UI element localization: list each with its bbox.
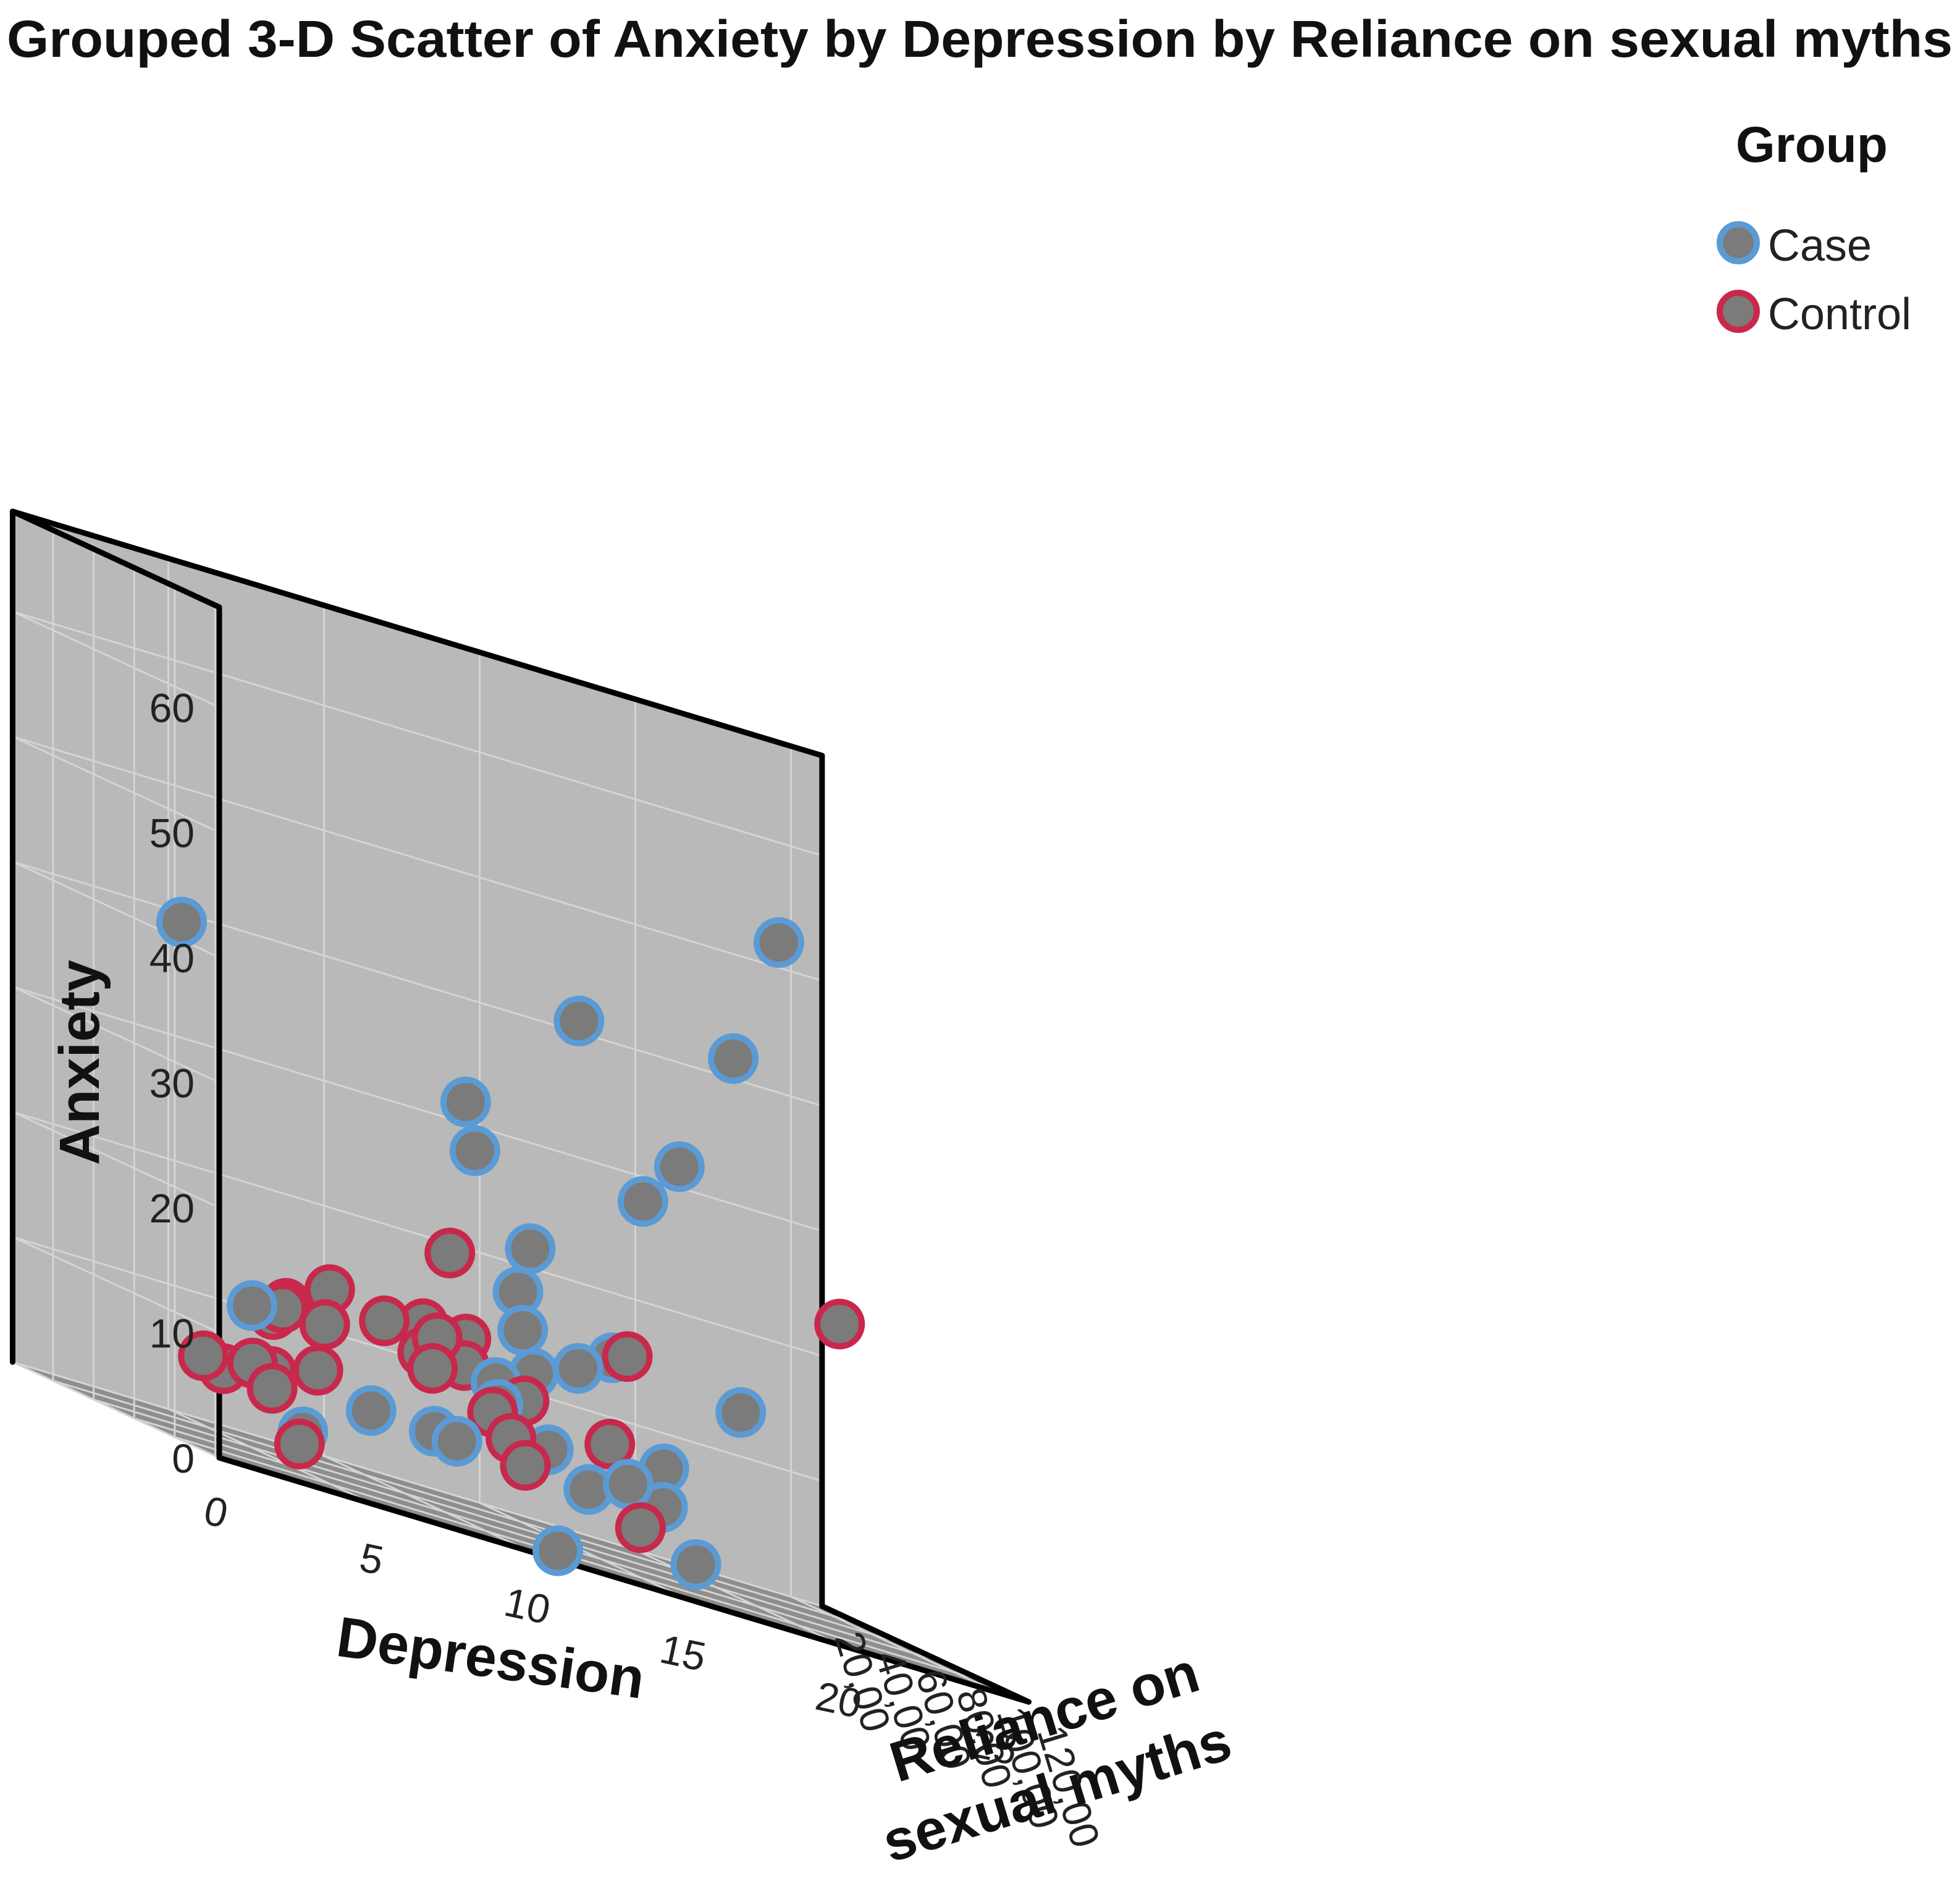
data-point-control	[274, 1418, 325, 1470]
data-point-case	[553, 1343, 604, 1394]
x-tick-label: 25	[967, 1720, 1021, 1774]
gridline-floor-depression	[167, 1408, 376, 1506]
frame-edge	[216, 1455, 1032, 1705]
gridline-side-anxiety	[12, 736, 220, 833]
y-tick-label: 20	[149, 1185, 195, 1231]
data-point-case	[753, 917, 804, 968]
data-point-case	[449, 1125, 500, 1176]
y-tick-label: 50	[149, 810, 195, 856]
data-point-control	[500, 1440, 551, 1491]
data-point-control	[359, 1295, 410, 1347]
data-point-case	[227, 1280, 277, 1331]
data-point-case	[602, 1458, 654, 1510]
y-tick-label: 40	[149, 935, 195, 981]
data-point-control	[299, 1299, 350, 1350]
gridline-back-anxiety	[12, 1111, 823, 1357]
x-tick-label: 10	[500, 1579, 554, 1633]
frame-edge	[819, 1603, 1032, 1705]
gridline-side-anxiety	[12, 610, 220, 709]
data-point-control	[246, 1363, 298, 1414]
data-point-control	[407, 1343, 458, 1394]
data-point-control	[615, 1502, 666, 1554]
plot-box: 0102030405060051015202520,0040,0060,0080…	[9, 508, 1109, 1852]
y-axis-title: Anxiety	[48, 960, 111, 1165]
data-point-case	[497, 1305, 549, 1356]
legend-label-control: Control	[1768, 290, 1911, 339]
data-point-control	[178, 1330, 229, 1381]
frame-edge	[9, 508, 222, 610]
gridline-back-anxiety	[12, 610, 823, 857]
legend-marker-case	[1717, 221, 1760, 264]
gridline-back-anxiety	[12, 860, 823, 1107]
legend-label-case: Case	[1768, 221, 1872, 271]
data-point-control	[814, 1298, 865, 1350]
data-point-case	[532, 1525, 584, 1576]
gridline-side-anxiety	[12, 1111, 220, 1209]
data-point-control	[292, 1345, 343, 1396]
gridline-floor-depression	[634, 1549, 843, 1647]
data-point-case	[617, 1176, 668, 1227]
x-tick-label: 15	[656, 1626, 710, 1680]
data-point-case	[670, 1539, 721, 1590]
gridline-floor-reliance	[93, 1398, 904, 1645]
data-point-control	[424, 1227, 476, 1279]
data-point-control	[584, 1418, 636, 1470]
y-tick-label: 30	[149, 1061, 195, 1106]
gridline-side-anxiety	[12, 986, 220, 1083]
floor	[12, 1362, 1029, 1702]
legend-marker-control	[1717, 290, 1760, 333]
gridline-floor-depression	[790, 1596, 998, 1694]
y-tick-label: 0	[172, 1436, 195, 1481]
data-point-case	[440, 1077, 491, 1127]
data-point-case	[156, 896, 207, 948]
legend: Group Case Control	[1717, 117, 1911, 339]
x-tick-label: 20	[812, 1673, 865, 1727]
gridline-back-anxiety	[12, 736, 823, 982]
gridline-floor-depression	[12, 1361, 220, 1459]
frame-edge	[9, 508, 825, 759]
y-tick-label: 60	[149, 685, 195, 731]
y-tick-label: 10	[149, 1311, 195, 1356]
data-point-case	[708, 1033, 759, 1084]
data-point-case	[345, 1385, 397, 1436]
legend-title: Group	[1736, 117, 1888, 173]
data-point-case	[431, 1416, 482, 1467]
data-point-case	[505, 1223, 556, 1274]
data-point-case	[654, 1141, 705, 1192]
chart-title: Grouped 3-D Scatter of Anxiety by Depres…	[7, 10, 1953, 68]
gridline-floor-reliance	[53, 1379, 863, 1626]
data-point-case	[553, 995, 605, 1046]
data-point-case	[715, 1387, 767, 1438]
gridline-side-anxiety	[12, 1236, 220, 1334]
data-point-control	[602, 1331, 653, 1382]
gridline-floor-depression	[323, 1455, 531, 1553]
